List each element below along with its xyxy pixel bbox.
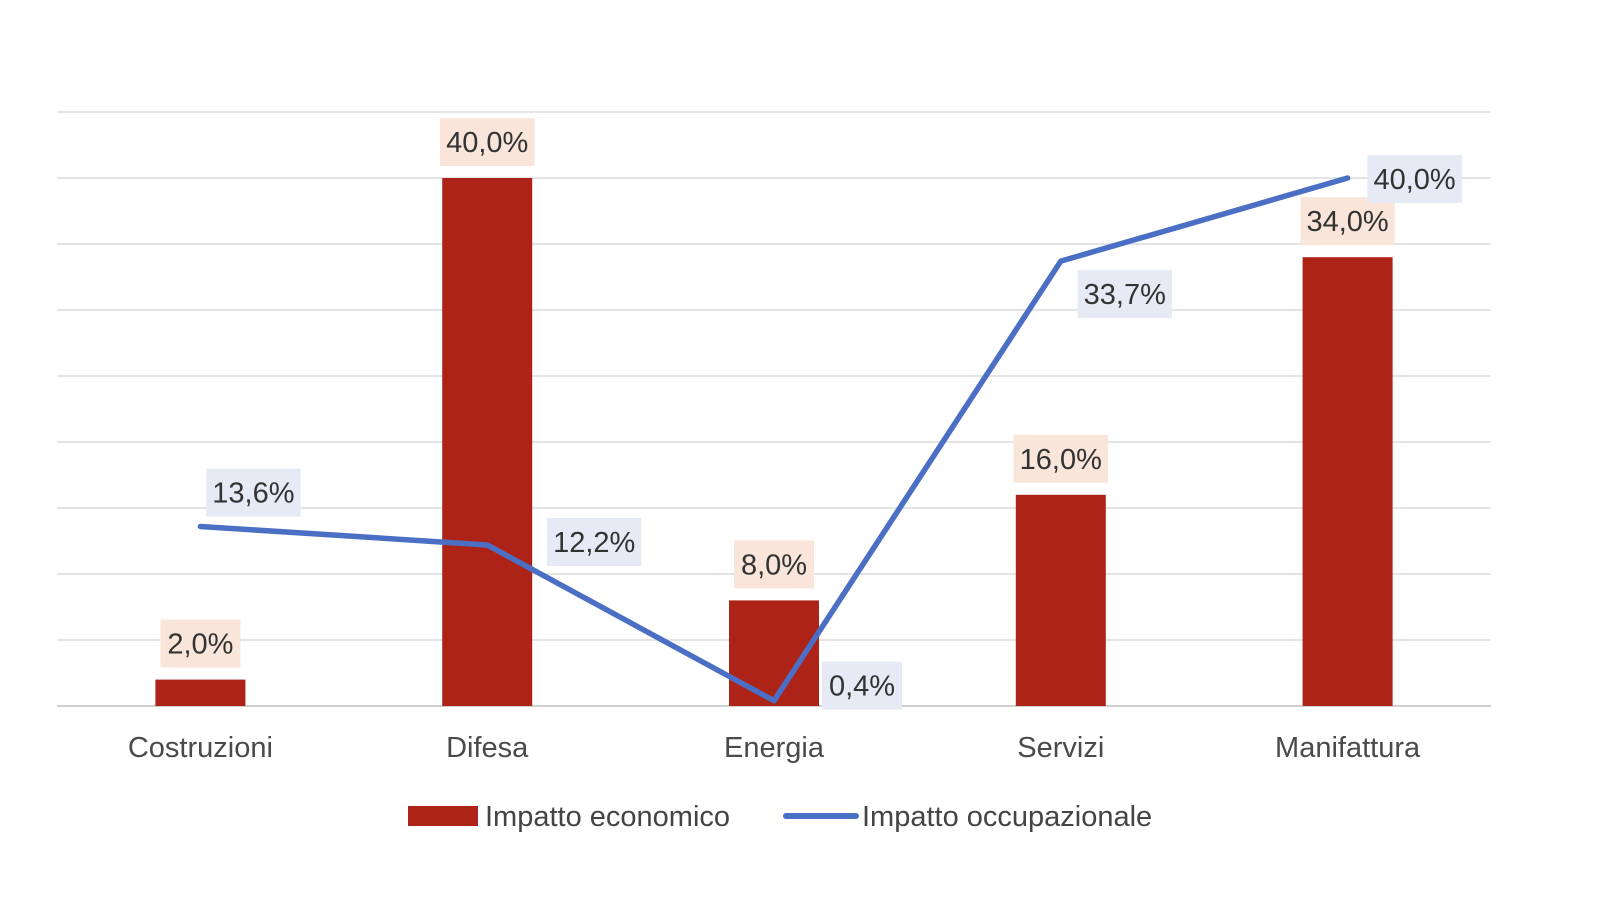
line-label-servizi-background (1077, 270, 1173, 319)
bar-label-costruzioni-text: 2,0% (167, 629, 233, 661)
bar-label-energia-background (734, 540, 814, 589)
bar-label-manifattura-background (1300, 197, 1395, 246)
x-tick-label-energia: Energia (724, 732, 825, 764)
line-label-difesa-text: 12,2% (553, 527, 635, 559)
line-label-costruzioni-background (206, 468, 301, 517)
x-tick-label-difesa: Difesa (446, 732, 529, 764)
line-label-servizi: 33,7% (1077, 270, 1173, 319)
x-axis-tick-labels: Costruzioni Difesa Energia Servizi Manifattu… (128, 732, 1421, 764)
data-labels: 2,0% 40,0% 8,0% 16,0% 34,0% 13,6% 12,2% 0,4% 33,… (160, 118, 1462, 710)
line-label-energia-text: 0,4% (829, 671, 895, 703)
line-series-impatto-occupazionale (197, 175, 1351, 704)
line-label-energia-background (822, 661, 902, 710)
x-tick-label-costruzioni: Costruzioni (128, 732, 273, 764)
bar-label-servizi-background (1013, 434, 1109, 483)
line-path (197, 175, 1351, 704)
bar-label-servizi-text: 16,0% (1020, 444, 1102, 476)
line-label-difesa-background (546, 517, 642, 566)
legend-label-impatto-economico: Impatto economico (485, 801, 730, 833)
line-label-manifattura-background (1367, 155, 1462, 203)
bar-label-difesa-background (439, 118, 535, 166)
bar-costruzioni (155, 679, 246, 706)
bar-label-energia: 8,0% (734, 540, 814, 589)
bar-label-manifattura: 34,0% (1300, 197, 1395, 246)
line-label-manifattura-text: 40,0% (1373, 164, 1455, 196)
line-label-costruzioni: 13,6% (206, 468, 301, 517)
x-tick-label-manifattura: Manifattura (1275, 732, 1421, 764)
bar-servizi (1015, 494, 1106, 706)
line-label-costruzioni-text: 13,6% (212, 477, 294, 509)
line-label-difesa: 12,2% (546, 517, 642, 566)
line-label-energia: 0,4% (822, 661, 902, 710)
line-label-manifattura: 40,0% (1367, 155, 1462, 203)
bar-manifattura (1302, 257, 1393, 706)
legend: Impatto economico Impatto occupazionale (408, 801, 1152, 833)
bar-label-difesa: 40,0% (439, 118, 535, 166)
bar-label-manifattura-text: 34,0% (1306, 206, 1388, 238)
bar-label-costruzioni-background (160, 619, 241, 668)
legend-label-impatto-occupazionale: Impatto occupazionale (862, 801, 1152, 833)
line-label-servizi-text: 33,7% (1084, 279, 1166, 311)
bar-label-servizi: 16,0% (1013, 434, 1109, 483)
bar-label-costruzioni: 2,0% (160, 619, 241, 668)
bar-difesa (442, 178, 533, 706)
bar-label-difesa-text: 40,0% (446, 127, 528, 159)
bar-series-impatto-economico (155, 178, 1393, 706)
legend-swatch-bar (408, 806, 478, 826)
x-tick-label-servizi: Servizi (1017, 732, 1104, 764)
bar-label-energia-text: 8,0% (741, 549, 807, 581)
